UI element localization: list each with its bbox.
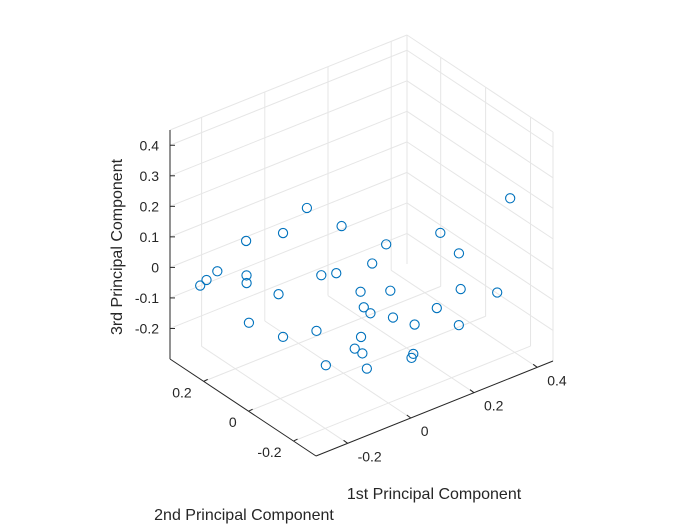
data-point (241, 277, 252, 289)
grid-layer (169, 34, 554, 444)
data-point (453, 248, 465, 259)
data-point (505, 193, 516, 204)
axis-layer (169, 130, 554, 457)
tick-labels: -0.2 0 0.2 0.4 -0.2 0 0.2 0.4 0.3 0.2 0.1 0 -0.1 -0.2 (135, 137, 567, 464)
z-tick-label: 0.2 (140, 198, 160, 214)
data-point (455, 283, 466, 295)
floor-gridline-x (264, 320, 412, 419)
x-tick-mark (406, 414, 412, 419)
y-tick-label: -0.2 (257, 444, 281, 460)
data-point (316, 270, 327, 281)
x-tick-label: 0.2 (484, 398, 504, 414)
data-point (492, 287, 503, 298)
backwall-gridline-z (169, 80, 408, 177)
floor-gridline-y (203, 285, 441, 382)
data-point (367, 258, 378, 269)
y-axis-label: 2nd Principal Component (154, 507, 334, 524)
data-point (241, 270, 252, 281)
data-point (320, 360, 332, 371)
backwall-gridline-z (169, 202, 408, 299)
data-point (381, 239, 392, 250)
sidewall-gridline-z (406, 80, 554, 179)
sidewall-gridline-z (406, 233, 554, 331)
data-point (195, 280, 206, 291)
y-tick-mark (203, 378, 208, 382)
z-tick-label: 0 (151, 259, 159, 275)
x-tick-label: -0.2 (358, 448, 382, 464)
x-tick-label: 0.4 (547, 372, 567, 388)
sidewall-gridline-z (406, 141, 554, 240)
data-point (349, 343, 360, 354)
data-point (357, 348, 368, 359)
data-point (273, 289, 284, 300)
sidewall-gridline-z (406, 110, 554, 209)
data-point (311, 325, 322, 337)
data-point (431, 302, 442, 314)
y-tick-mark (248, 408, 253, 412)
x-axis-line (315, 360, 554, 457)
data-point (277, 331, 289, 343)
z-axis-label: 3rd Principal Component (109, 158, 126, 335)
y-axis-line (169, 358, 317, 457)
y-tick-mark (293, 438, 298, 442)
box-edge (169, 34, 408, 131)
floor-gridline-y (293, 345, 531, 442)
box-edge (406, 34, 554, 133)
data-point (201, 274, 212, 286)
data-point (358, 302, 369, 313)
sidewall-gridline-z (406, 202, 554, 301)
x-tick-label: 0 (421, 423, 429, 439)
data-point (406, 352, 417, 364)
data-point (336, 220, 347, 232)
data-point (409, 319, 420, 330)
x-tick-mark (469, 389, 475, 394)
y-tick-label: 0.2 (172, 384, 192, 400)
data-point (355, 286, 366, 297)
x-tick-mark (532, 363, 538, 368)
data-point (331, 268, 342, 279)
data-point (365, 308, 376, 319)
backwall-gridline-z (169, 233, 408, 329)
data-point (212, 266, 223, 277)
data-points (195, 193, 516, 374)
data-point (240, 235, 252, 247)
data-point (435, 227, 446, 239)
z-tick-label: -0.2 (135, 320, 159, 336)
data-point (385, 285, 396, 296)
x-tick-mark (343, 439, 348, 444)
x-axis-label: 1st Principal Component (347, 486, 522, 503)
data-point (301, 202, 313, 214)
sidewall-gridline-z (406, 171, 554, 270)
backwall-gridline-z (169, 49, 408, 146)
backwall-gridline-z (169, 110, 408, 207)
data-point (387, 312, 399, 323)
data-point (361, 363, 373, 374)
z-tick-label: 0.3 (140, 168, 160, 184)
data-point (355, 331, 367, 343)
data-point (277, 227, 289, 239)
y-tick-label: 0 (229, 414, 237, 430)
sidewall-gridline-z (406, 49, 554, 148)
backwall-gridline-z (169, 141, 408, 238)
z-tick-label: 0.4 (140, 137, 160, 153)
floor-gridline-x (390, 269, 538, 368)
floor-gridline-x (201, 345, 348, 444)
data-point (243, 317, 255, 328)
backwall-gridline-z (169, 171, 408, 268)
z-tick-label: 0.1 (140, 229, 160, 245)
data-point (453, 319, 464, 331)
floor-gridline-x (327, 295, 475, 394)
z-tick-label: -0.1 (135, 290, 159, 306)
